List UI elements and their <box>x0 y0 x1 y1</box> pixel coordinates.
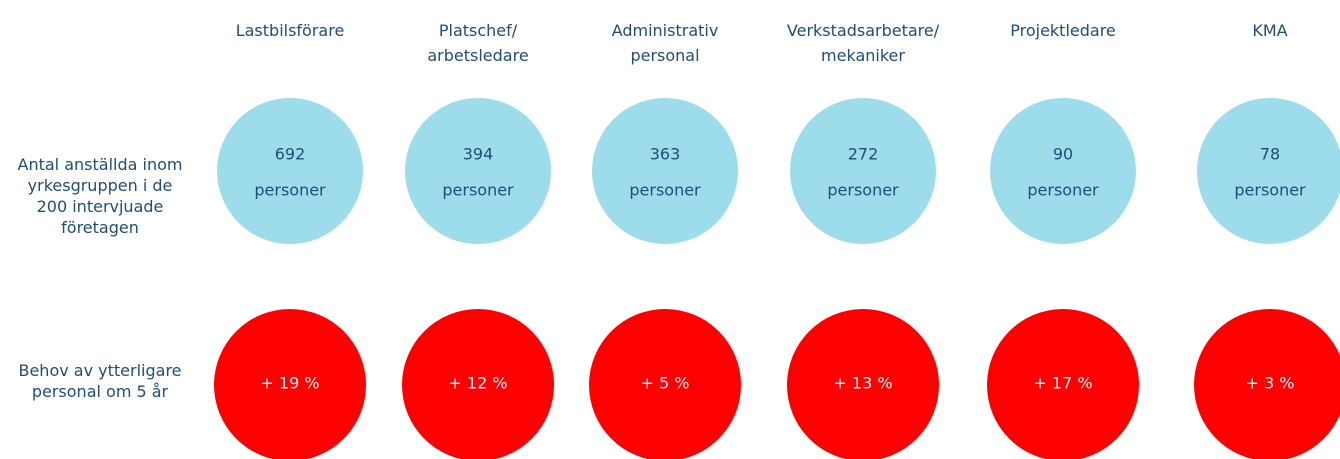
count: 394 <box>462 144 494 164</box>
column-header: Administrativ personal <box>611 21 719 65</box>
count-circle <box>790 98 936 244</box>
growth: + 19 % <box>260 373 320 393</box>
count-circle <box>405 98 551 244</box>
growth: + 3 % <box>1245 373 1295 393</box>
unit: personer <box>442 180 514 200</box>
unit: personer <box>629 180 701 200</box>
growth-circle <box>787 309 939 459</box>
count-circle <box>592 98 738 244</box>
count: 90 <box>1052 144 1074 164</box>
growth-circle <box>402 309 554 459</box>
growth: + 12 % <box>448 373 508 393</box>
column-header: Verkstadsarbetare/ mekaniker <box>786 21 940 65</box>
growth: + 5 % <box>640 373 690 393</box>
growth-circle <box>214 309 366 459</box>
unit: personer <box>1234 180 1306 200</box>
count: 692 <box>274 144 306 164</box>
count-circle <box>1197 98 1340 244</box>
growth: + 17 % <box>1033 373 1093 393</box>
unit: personer <box>254 180 326 200</box>
count-circle <box>217 98 363 244</box>
count-circle <box>990 98 1136 244</box>
unit: personer <box>827 180 899 200</box>
row-label: Behov av ytterligare personal om 5 år <box>18 361 182 401</box>
count: 78 <box>1259 144 1281 164</box>
count: 272 <box>847 144 879 164</box>
column-header: Projektledare <box>1010 21 1116 40</box>
count: 363 <box>649 144 681 164</box>
column-header: Platschef/ arbetsledare <box>427 21 529 65</box>
growth-circle <box>589 309 741 459</box>
row-label: Antal anställda inom yrkesgruppen i de 2… <box>17 155 183 237</box>
growth: + 13 % <box>833 373 893 393</box>
growth-circle <box>987 309 1139 459</box>
column-header: Lastbilsförare <box>235 21 345 40</box>
unit: personer <box>1027 180 1099 200</box>
column-header: KMA <box>1252 21 1288 40</box>
growth-circle <box>1194 309 1340 459</box>
